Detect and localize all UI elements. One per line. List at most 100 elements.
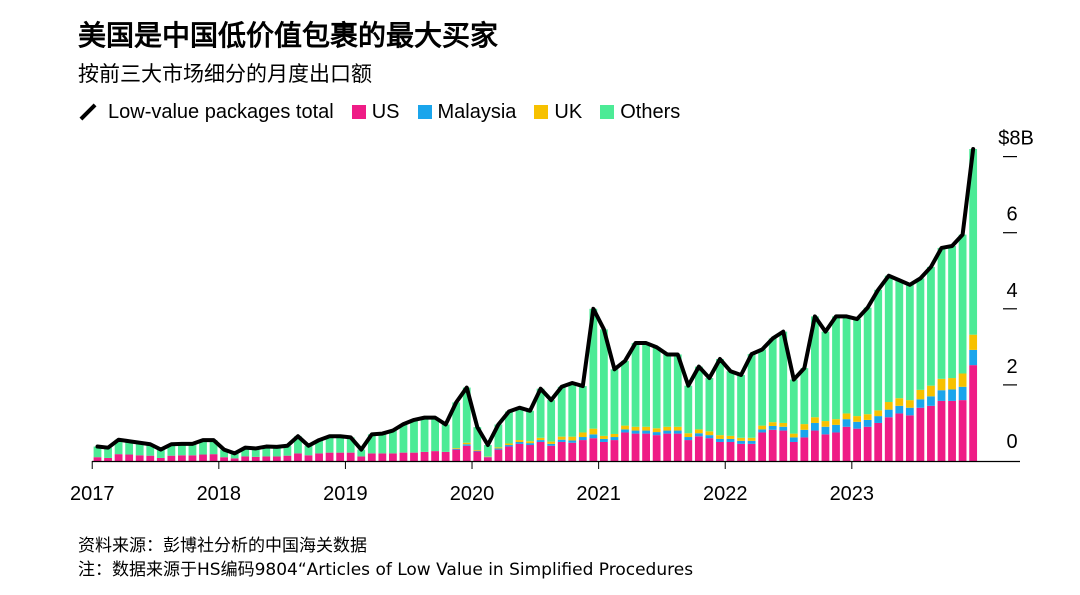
bar-malaysia-2022-06 xyxy=(779,426,788,431)
bar-us-2018-12 xyxy=(336,452,345,461)
bar-us-2019-08 xyxy=(420,451,429,461)
legend-item-malaysia: Malaysia xyxy=(417,101,516,124)
bar-malaysia-2023-04 xyxy=(884,409,893,418)
bar-malaysia-2021-08 xyxy=(673,430,682,434)
bar-malaysia-2022-10 xyxy=(821,426,830,435)
bar-others-2020-06 xyxy=(526,410,534,442)
bar-us-2017-09 xyxy=(178,455,186,461)
bar-uk-2023-04 xyxy=(884,402,893,410)
bar-uk-2022-07 xyxy=(789,433,798,438)
bar-others-2023-08 xyxy=(927,266,935,386)
bar-others-2019-02 xyxy=(357,449,366,457)
bar-others-2017-01 xyxy=(93,446,102,458)
bar-others-2020-02 xyxy=(483,445,492,457)
bar-others-2022-10 xyxy=(821,331,830,422)
bar-uk-2022-10 xyxy=(821,421,830,427)
bar-others-2023-04 xyxy=(884,275,893,403)
y-tick-label-0: 0 xyxy=(1006,431,1017,453)
x-tick-label-2022: 2022 xyxy=(703,483,748,505)
x-tick-label-2019: 2019 xyxy=(323,483,368,505)
y-tick-label-6: 6 xyxy=(1006,204,1017,226)
bar-us-2021-11 xyxy=(705,438,714,461)
bar-us-2021-09 xyxy=(684,440,693,461)
bar-uk-2023-11 xyxy=(958,373,967,387)
bar-others-2017-12 xyxy=(209,440,218,455)
bar-others-2018-06 xyxy=(272,446,281,457)
bar-us-2017-10 xyxy=(188,455,197,461)
bar-us-2019-12 xyxy=(462,445,471,461)
bar-malaysia-2021-09 xyxy=(684,437,693,441)
total-line xyxy=(95,147,976,456)
bar-others-2020-08 xyxy=(547,400,556,442)
bar-others-2019-01 xyxy=(346,437,355,453)
x-tick-label-2023: 2023 xyxy=(830,483,875,505)
legend-item-uk: UK xyxy=(534,101,582,124)
legend-item-us: US xyxy=(351,101,400,124)
bar-malaysia-2020-04 xyxy=(505,445,513,447)
bar-us-2020-07 xyxy=(536,441,545,461)
bar-uk-2023-08 xyxy=(927,385,935,397)
bar-others-2019-05 xyxy=(389,430,397,454)
bar-uk-2023-03 xyxy=(874,410,883,417)
bar-uk-2020-04 xyxy=(505,443,513,446)
bar-malaysia-2021-07 xyxy=(663,430,672,434)
y-tick-label-2: 2 xyxy=(1006,356,1017,378)
bar-others-2022-07 xyxy=(789,379,798,434)
bar-others-2022-08 xyxy=(800,368,809,425)
bar-us-2017-03 xyxy=(114,454,123,461)
chart-subtitle: 按前三大市场细分的月度出口额 xyxy=(78,62,372,86)
bar-uk-2021-01 xyxy=(600,435,608,439)
bar-malaysia-2023-09 xyxy=(937,390,946,401)
bar-malaysia-2023-06 xyxy=(905,407,914,416)
x-tick-label-2020: 2020 xyxy=(450,483,495,505)
bar-us-2022-01 xyxy=(726,441,735,461)
bar-uk-2023-07 xyxy=(916,389,925,400)
bar-malaysia-2020-08 xyxy=(547,443,556,446)
bar-others-2017-05 xyxy=(135,442,144,456)
bar-us-2022-06 xyxy=(779,430,788,461)
bar-others-2018-10 xyxy=(315,440,323,454)
bar-us-2022-08 xyxy=(800,437,809,461)
bar-others-2018-03 xyxy=(241,447,250,457)
bar-malaysia-2023-02 xyxy=(863,419,872,427)
footnote: 注：数据来源于HS编码9804“Articles of Low Value in… xyxy=(78,560,694,580)
bar-uk-2022-03 xyxy=(747,437,756,441)
bar-uk-2021-11 xyxy=(705,431,714,436)
bar-us-2021-06 xyxy=(652,435,661,461)
bar-others-2020-07 xyxy=(536,388,545,438)
bar-us-2022-05 xyxy=(768,429,777,461)
bar-us-2020-04 xyxy=(505,446,513,461)
bar-others-2022-02 xyxy=(737,375,745,438)
bar-others-2022-06 xyxy=(779,331,788,423)
bar-us-2017-08 xyxy=(167,455,176,461)
bar-us-2018-04 xyxy=(251,456,260,461)
bar-others-2018-09 xyxy=(304,445,313,456)
bar-others-2017-06 xyxy=(146,444,155,456)
bar-others-2020-11 xyxy=(578,386,587,433)
bar-others-2017-04 xyxy=(125,441,134,455)
bar-others-2019-12 xyxy=(462,387,471,443)
square-swatch-icon xyxy=(417,105,432,119)
bar-uk-2023-05 xyxy=(895,398,904,406)
bar-malaysia-2020-06 xyxy=(526,443,534,446)
bar-uk-2020-10 xyxy=(568,436,577,441)
bar-us-2023-08 xyxy=(927,405,935,461)
bar-us-2021-08 xyxy=(673,433,682,461)
bar-uk-2023-10 xyxy=(948,378,956,390)
bar-malaysia-2020-09 xyxy=(557,439,566,442)
bar-others-2020-01 xyxy=(473,427,482,450)
bar-others-2021-06 xyxy=(652,347,661,429)
square-swatch-icon xyxy=(351,105,366,119)
bar-us-2023-06 xyxy=(905,415,914,461)
bar-others-2021-09 xyxy=(684,385,693,434)
chart-title: 美国是中国低价值包裹的最大买家 xyxy=(78,19,499,52)
bar-others-2020-05 xyxy=(515,407,524,441)
bar-uk-2022-09 xyxy=(811,417,819,423)
bar-malaysia-2021-02 xyxy=(610,437,619,441)
bar-others-2018-01 xyxy=(220,449,228,458)
bar-us-2023-10 xyxy=(948,400,956,461)
bar-us-2020-09 xyxy=(557,441,566,461)
bar-us-2020-12 xyxy=(589,438,598,461)
bar-others-2019-11 xyxy=(452,402,461,449)
legend: Low-value packages total US Malaysia UK … xyxy=(78,99,698,125)
